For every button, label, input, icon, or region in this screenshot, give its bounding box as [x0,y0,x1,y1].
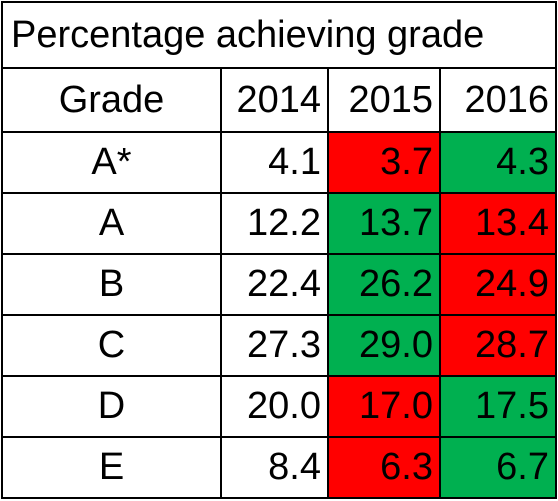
value-cell-2014: 12.2 [220,192,329,255]
value-cell-2014: 4.1 [220,131,329,194]
value-cell-2014: 22.4 [220,253,329,316]
value-cell-2014: 27.3 [220,314,329,377]
value-cell-2015: 29.0 [327,314,441,377]
value-cell-2014: 8.4 [220,436,329,499]
column-header-2016: 2016 [439,67,557,133]
value-cell-2015: 13.7 [327,192,441,255]
table-row: E 8.4 6.3 6.7 [1,436,557,499]
table-row: C 27.3 29.0 28.7 [1,314,557,377]
value-cell-2016: 17.5 [439,375,557,438]
value-cell-2015: 3.7 [327,131,441,194]
column-header-2014: 2014 [220,67,329,133]
value-cell-2016: 28.7 [439,314,557,377]
grade-label: A [1,192,222,255]
grade-label: E [1,436,222,499]
table-row: D 20.0 17.0 17.5 [1,375,557,438]
value-cell-2016: 4.3 [439,131,557,194]
value-cell-2014: 20.0 [220,375,329,438]
grade-label: C [1,314,222,377]
value-cell-2016: 24.9 [439,253,557,316]
value-cell-2016: 6.7 [439,436,557,499]
value-cell-2015: 26.2 [327,253,441,316]
table-title: Percentage achieving grade [1,1,557,69]
column-header-grade: Grade [1,67,222,133]
value-cell-2015: 6.3 [327,436,441,499]
grade-label: B [1,253,222,316]
value-cell-2016: 13.4 [439,192,557,255]
table-row: A 12.2 13.7 13.4 [1,192,557,255]
value-cell-2015: 17.0 [327,375,441,438]
table-row: A* 4.1 3.7 4.3 [1,131,557,194]
grade-label: A* [1,131,222,194]
table-row: B 22.4 26.2 24.9 [1,253,557,316]
grade-label: D [1,375,222,438]
column-header-2015: 2015 [327,67,441,133]
